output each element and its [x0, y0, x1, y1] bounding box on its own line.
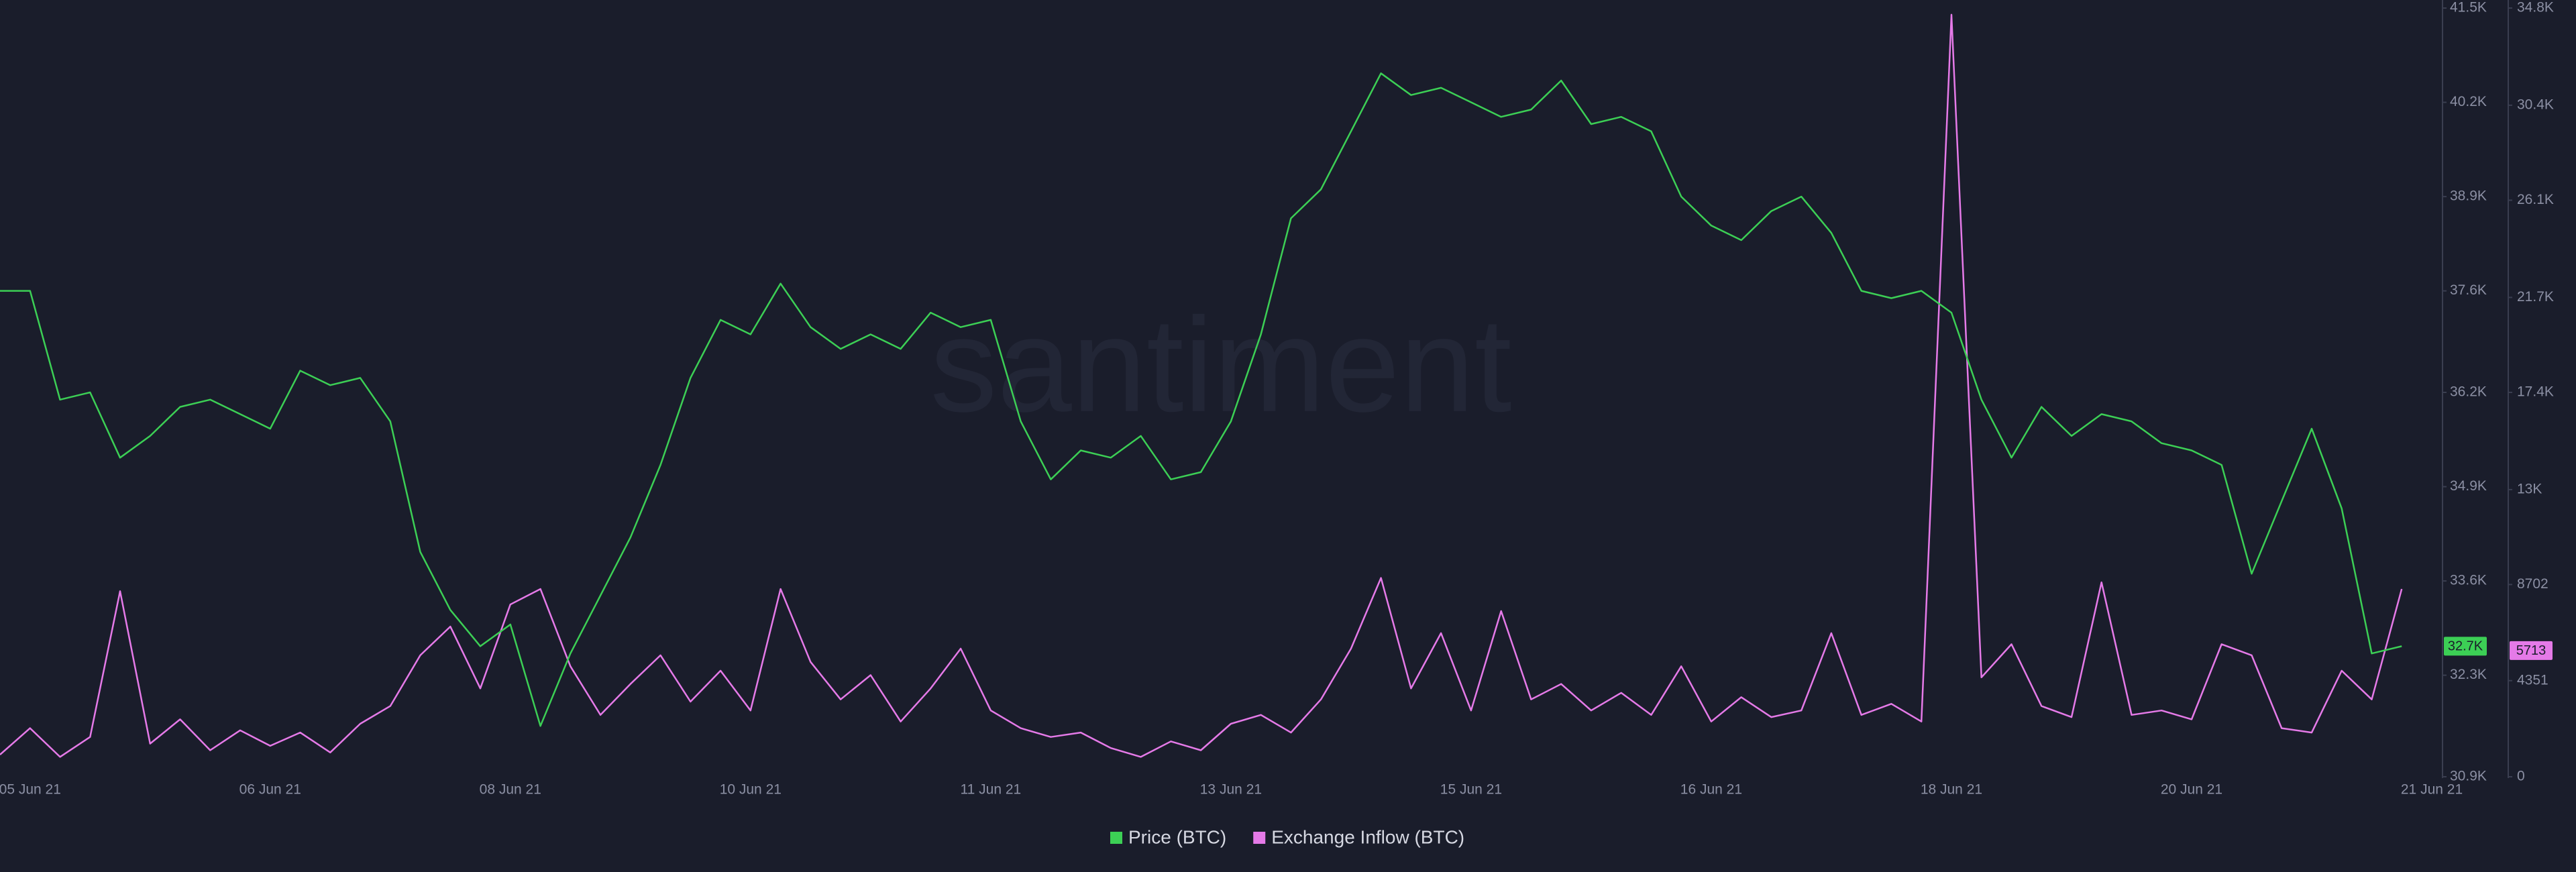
y-tick-label: 41.5K [2450, 0, 2487, 15]
y-tick-label: 33.6K [2450, 573, 2487, 588]
x-tick-label: 08 Jun 21 [480, 782, 541, 798]
y2-tick-label: 0 [2517, 769, 2525, 784]
legend-label: Exchange Inflow (BTC) [1271, 826, 1464, 847]
legend-swatch [1110, 832, 1122, 844]
y-tick-label: 37.6K [2450, 282, 2487, 298]
y-tick-label: 36.2K [2450, 384, 2487, 400]
y-tick-label: 30.9K [2450, 769, 2487, 784]
current-value-label: 5713 [2516, 643, 2546, 658]
x-tick-label: 10 Jun 21 [720, 782, 782, 798]
x-tick-label: 21 Jun 21 [2401, 782, 2463, 798]
y2-tick-label: 4351 [2517, 672, 2548, 688]
legend-label: Price (BTC) [1128, 826, 1226, 847]
x-tick-label: 20 Jun 21 [2161, 782, 2222, 798]
current-value-badge [2444, 637, 2487, 656]
watermark: santiment [930, 290, 1511, 440]
y2-tick-label: 30.4K [2517, 97, 2554, 112]
y2-tick-label: 26.1K [2517, 192, 2554, 207]
y2-tick-label: 34.8K [2517, 0, 2554, 15]
x-tick-label: 05 Jun 21 [0, 782, 61, 798]
y-tick-label: 34.9K [2450, 478, 2487, 494]
series-line [0, 13, 2403, 758]
legend-swatch [1253, 832, 1266, 844]
x-tick-label: 16 Jun 21 [1680, 782, 1742, 798]
y-tick-label: 32.3K [2450, 667, 2487, 682]
legend: Price (BTC) Exchange Inflow (BTC) [1110, 826, 1464, 847]
x-tick-label: 18 Jun 21 [1921, 782, 1982, 798]
y2-tick-label: 21.7K [2517, 289, 2554, 305]
y-tick-label: 38.9K [2450, 188, 2487, 204]
series-line [0, 72, 2402, 727]
x-tick-label: 06 Jun 21 [239, 782, 301, 798]
current-value-label: 32.7K [2448, 639, 2483, 654]
y-tick-label: 40.2K [2450, 94, 2487, 109]
current-value-badge [2510, 641, 2553, 660]
x-tick-label: 15 Jun 21 [1440, 782, 1502, 798]
y2-tick-label: 13K [2517, 481, 2542, 496]
x-tick-label: 13 Jun 21 [1200, 782, 1262, 798]
y2-tick-label: 8702 [2517, 576, 2548, 592]
y2-tick-label: 17.4K [2517, 384, 2554, 400]
x-tick-label: 11 Jun 21 [961, 782, 1022, 798]
